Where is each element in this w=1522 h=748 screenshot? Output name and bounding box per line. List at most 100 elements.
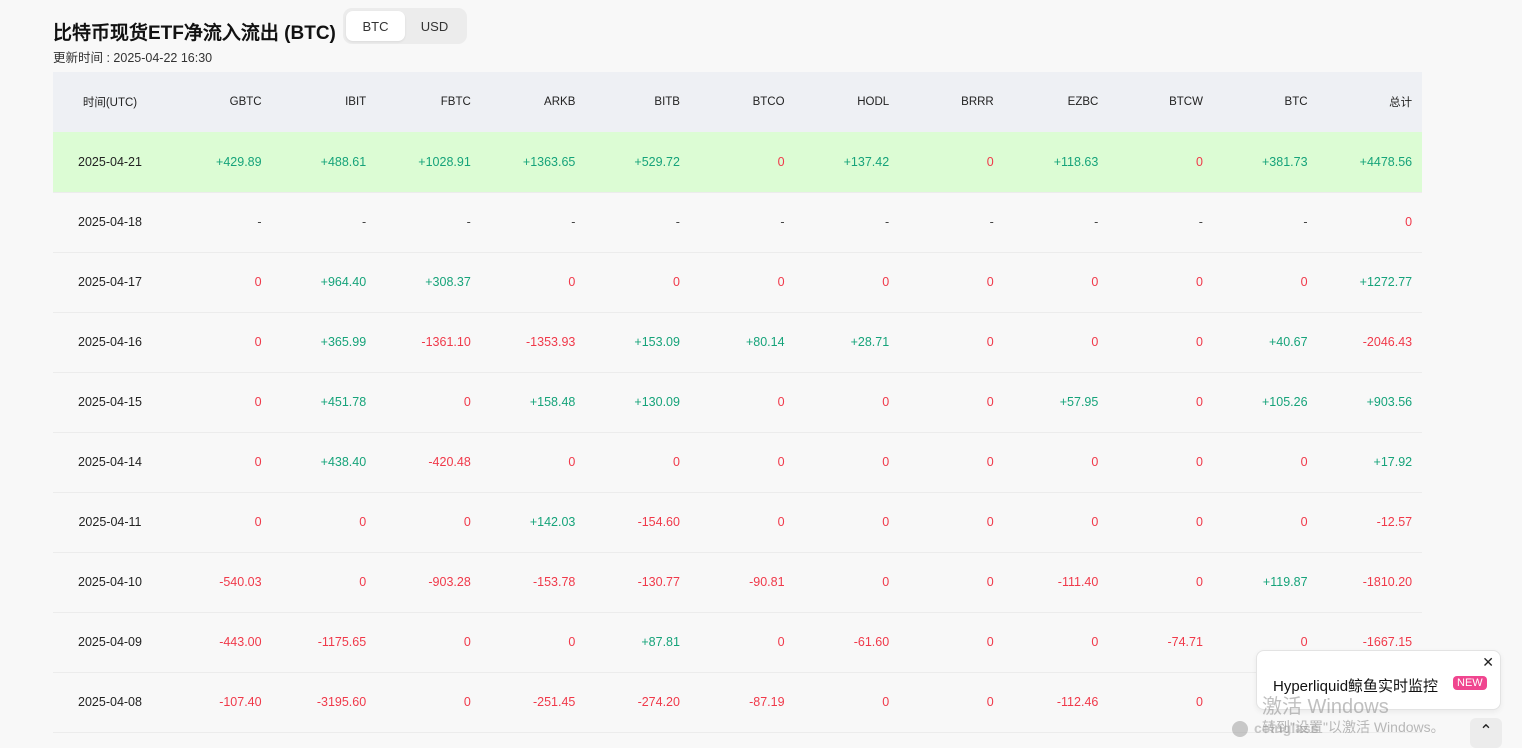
flow-cell: -251.45: [532, 695, 576, 709]
flow-cell: 0: [986, 455, 994, 469]
flow-cell: 0: [568, 275, 576, 289]
flow-cell: -1353.93: [526, 335, 576, 349]
flow-cell: +142.03: [529, 515, 576, 529]
flow-cell: 0: [1195, 395, 1203, 409]
flow-cell: -: [780, 215, 785, 229]
column-header[interactable]: BTC: [1284, 96, 1308, 108]
flow-cell: 0: [777, 515, 785, 529]
flow-cell: +429.89: [216, 154, 262, 169]
flow-cell: 0: [673, 455, 680, 469]
flow-cell: +158.48: [529, 395, 576, 409]
toggle-option-usd[interactable]: USD: [420, 18, 449, 34]
flow-cell: 0: [254, 275, 262, 289]
flow-cell: 0: [254, 455, 262, 469]
flow-cell: -1175.65: [317, 635, 367, 649]
flow-cell: -87.19: [749, 695, 785, 709]
column-header[interactable]: EZBC: [1067, 96, 1099, 108]
flow-cell: 0: [882, 515, 890, 529]
column-header[interactable]: BRRR: [961, 96, 994, 108]
flow-cell: 0: [882, 275, 890, 289]
flow-cell: 0: [986, 154, 994, 169]
flow-cell: -1810.20: [1362, 575, 1413, 589]
flow-cell: +964.40: [320, 275, 367, 289]
flow-cell: -: [466, 215, 471, 229]
flow-cell: 0: [1300, 275, 1308, 289]
column-header[interactable]: FBTC: [440, 96, 471, 108]
column-header[interactable]: 时间(UTC): [82, 97, 138, 109]
flow-cell: 0: [1195, 455, 1203, 469]
flow-cell: -3195.60: [316, 695, 367, 709]
page-title: 比特币现货ETF净流入流出 (BTC): [53, 23, 336, 44]
popup-text[interactable]: Hyperliquid鲸鱼实时监控: [1273, 678, 1439, 695]
brand-name: coinglass: [1254, 720, 1319, 736]
flow-cell: -: [1303, 215, 1308, 229]
flow-cell: +903.56: [1366, 395, 1413, 409]
flow-cell: -107.40: [219, 695, 262, 709]
flow-cell: 0: [777, 154, 785, 169]
flow-cell: 0: [882, 575, 890, 589]
flow-cell: -274.20: [637, 695, 680, 709]
flow-cell: 0: [463, 695, 471, 709]
flow-cell: +137.42: [843, 154, 890, 169]
flow-cell: +4478.56: [1359, 154, 1413, 169]
scroll-to-top-button[interactable]: ⌃: [1470, 718, 1502, 748]
column-header[interactable]: 总计: [1389, 97, 1413, 109]
row-date: 2025-04-10: [78, 575, 142, 589]
flow-cell: 0: [673, 275, 680, 289]
table-row: 2025-04-21 +429.89 +488.61 +1028.91 +1363.65…: [53, 132, 1423, 192]
flow-cell: 0: [777, 455, 785, 469]
promo-popup[interactable]: Hyperliquid鲸鱼实时监控 NEW ✕: [1256, 650, 1501, 710]
flow-cell: 0: [254, 395, 262, 409]
row-date: 2025-04-15: [78, 395, 142, 409]
flow-cell: +40.67: [1268, 335, 1308, 349]
row-date: 2025-04-17: [78, 275, 142, 289]
flow-cell: +529.72: [634, 154, 680, 169]
coinglass-logo-icon: [1232, 721, 1248, 738]
flow-cell: -1667.15: [1362, 635, 1413, 649]
column-header[interactable]: BTCW: [1169, 96, 1203, 108]
flow-cell: 0: [1091, 635, 1099, 649]
column-header[interactable]: ARKB: [544, 96, 576, 108]
flow-cell: +153.09: [634, 335, 680, 349]
column-header[interactable]: GBTC: [229, 96, 262, 108]
unit-toggle: BTC USD: [343, 8, 467, 44]
row-date: 2025-04-11: [78, 515, 142, 529]
flow-cell: 0: [1091, 455, 1099, 469]
column-header[interactable]: IBIT: [345, 96, 367, 108]
flow-cell: 0: [777, 395, 785, 409]
flow-cell: 0: [1300, 515, 1308, 529]
table-row: 2025-04-17 0 +964.40 +308.37 0 0 0 0 0 0 0 0 +1272.7…: [53, 252, 1423, 312]
column-header[interactable]: BTCO: [752, 96, 785, 108]
flow-cell: +438.40: [320, 455, 367, 469]
flow-cell: 0: [1195, 515, 1203, 529]
flow-cell: 0: [882, 455, 890, 469]
flow-cell: 0: [1195, 335, 1203, 349]
close-icon[interactable]: ✕: [1482, 654, 1494, 670]
flow-cell: +87.81: [641, 635, 680, 649]
flow-cell: 0: [359, 515, 367, 529]
column-header[interactable]: BITB: [654, 96, 680, 108]
flow-cell: -443.00: [219, 635, 262, 649]
row-date: 2025-04-16: [78, 335, 142, 349]
flow-cell: -61.60: [853, 635, 890, 649]
update-time: 更新时间 : 2025-04-22 16:30: [53, 51, 213, 65]
flow-cell: +28.71: [850, 335, 890, 349]
flow-cell: 0: [777, 275, 785, 289]
row-date: 2025-04-08: [78, 695, 142, 709]
table-header-row: 时间(UTC) GBTC IBIT FBTC ARKB BITB BTCO HODL BRRR E…: [53, 72, 1423, 132]
flow-cell: 0: [986, 275, 994, 289]
windows-activation-watermark: 激活 Windows: [1262, 696, 1389, 718]
column-header[interactable]: HODL: [857, 96, 890, 108]
flow-cell: 0: [463, 635, 471, 649]
flow-cell: -90.81: [749, 575, 785, 589]
flow-cell: 0: [1300, 455, 1308, 469]
flow-cell: -: [257, 215, 262, 229]
toggle-option-btc[interactable]: BTC: [346, 11, 405, 41]
windows-activation-hint: 转到"设置"以激活 Windows。: [1262, 719, 1445, 735]
flow-cell: 0: [882, 695, 890, 709]
flow-cell: -2046.43: [1362, 335, 1413, 349]
flow-cell: +308.37: [425, 275, 471, 289]
flow-cell: -154.60: [637, 515, 680, 529]
flow-cell: 0: [986, 515, 994, 529]
table-row: 2025-04-14 0 +438.40 -420.48 0 0 0 0 0 0 0 0 +17.92: [53, 432, 1423, 492]
